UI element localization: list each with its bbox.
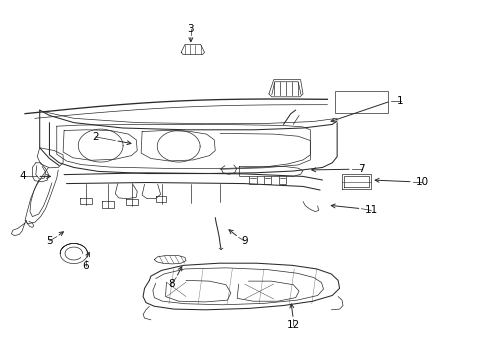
- Text: 7: 7: [358, 164, 364, 174]
- Text: 11: 11: [364, 206, 377, 216]
- Text: 6: 6: [82, 261, 89, 271]
- Text: 5: 5: [46, 236, 53, 246]
- Text: 4: 4: [20, 171, 26, 181]
- Text: 12: 12: [286, 320, 299, 330]
- Text: 10: 10: [415, 177, 428, 187]
- Text: 3: 3: [187, 24, 194, 35]
- Text: 1: 1: [396, 96, 403, 106]
- Text: 2: 2: [92, 132, 99, 142]
- Text: 9: 9: [241, 236, 247, 246]
- Text: 8: 8: [168, 279, 174, 289]
- Bar: [334, 91, 387, 113]
